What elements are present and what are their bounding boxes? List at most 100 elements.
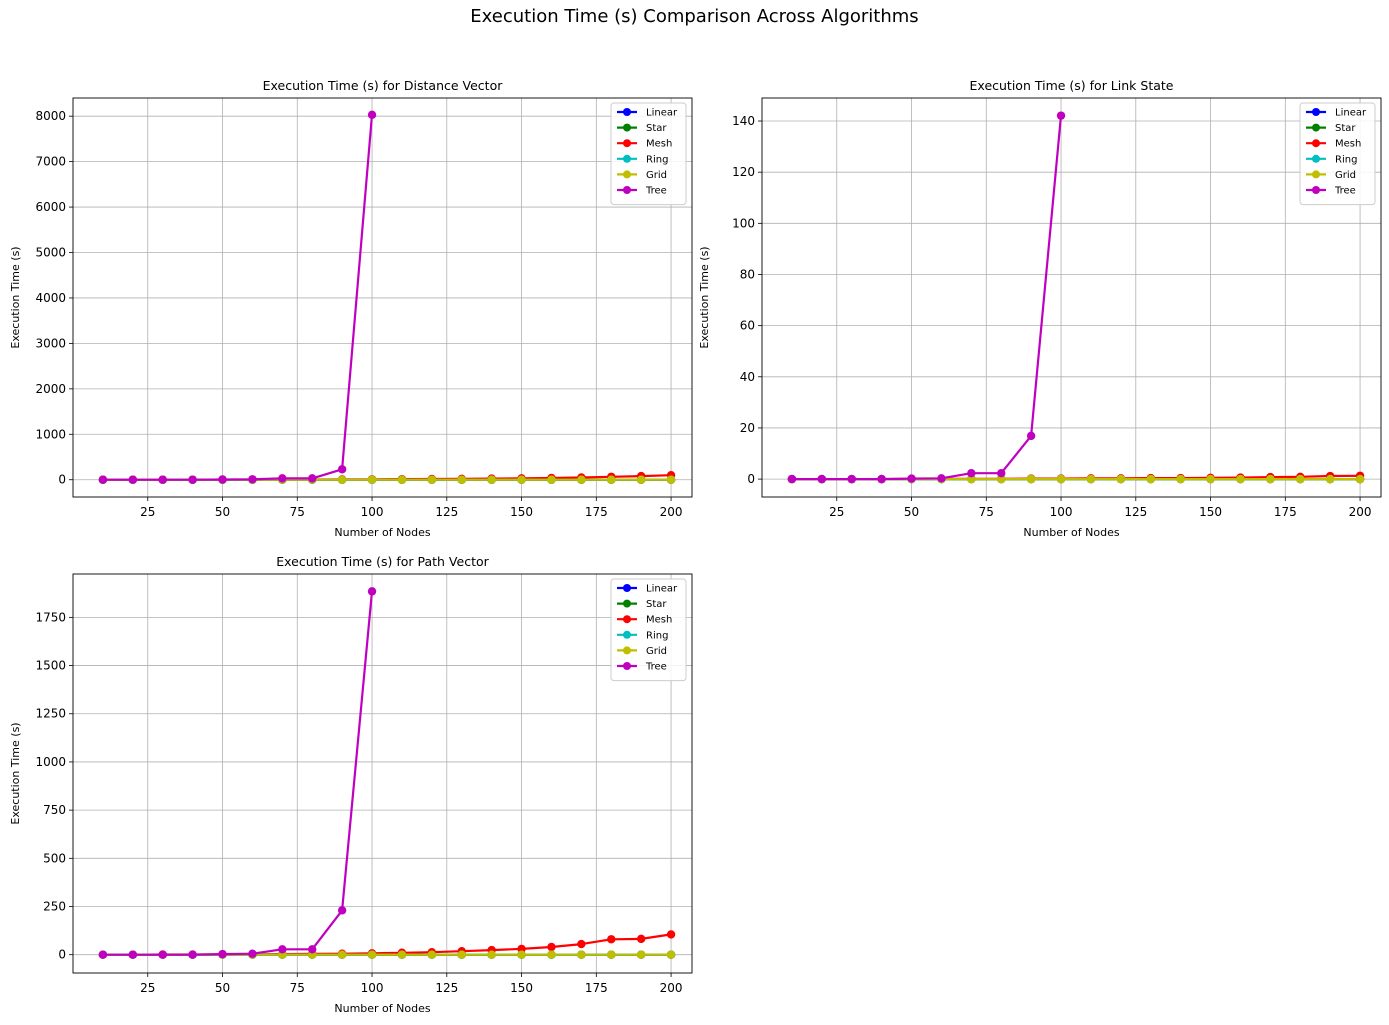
data-point — [547, 475, 556, 484]
legend-swatch-marker — [1312, 154, 1320, 163]
y-tick-label: 6000 — [35, 200, 66, 214]
legend-item-star: Star — [617, 123, 667, 134]
legend-item-grid: Grid — [617, 646, 667, 657]
data-point — [427, 950, 437, 959]
legend-swatch-marker — [1312, 123, 1320, 132]
legend-label: Grid — [646, 170, 667, 181]
legend-swatch-marker — [623, 662, 631, 670]
y-tick-label: 40 — [740, 370, 755, 384]
data-point — [457, 950, 466, 959]
data-point — [666, 475, 676, 484]
x-tick-label: 25 — [829, 505, 844, 519]
legend-label: Linear — [646, 108, 678, 119]
x-tick-label: 200 — [660, 981, 683, 995]
data-point — [367, 950, 377, 959]
y-tick-label: 80 — [740, 267, 755, 281]
legend-item-ring: Ring — [617, 154, 668, 165]
x-tick-label: 50 — [904, 505, 919, 519]
legend: Linear Star Mesh Ring Grid Tree — [610, 102, 687, 206]
data-point — [367, 475, 377, 484]
data-point — [427, 475, 437, 484]
data-point — [666, 930, 676, 939]
legend-label: Grid — [1335, 170, 1356, 181]
legend: Linear Star Mesh Ring Grid Tree — [1299, 102, 1376, 206]
data-point — [308, 474, 317, 483]
legend-label: Grid — [646, 646, 667, 657]
data-point — [937, 474, 946, 483]
data-point — [1325, 474, 1335, 484]
data-point — [397, 950, 407, 959]
data-point — [1116, 474, 1126, 484]
chart-title: Execution Time (s) for Distance Vector — [263, 78, 504, 93]
series-tree — [98, 110, 377, 484]
y-tick-label: 0 — [747, 472, 755, 486]
series-mesh — [787, 471, 1365, 484]
x-tick-label: 100 — [361, 981, 384, 995]
data-point — [98, 475, 108, 484]
y-tick-label: 1500 — [35, 659, 66, 673]
legend-label: Ring — [646, 630, 668, 641]
legend-label: Tree — [1334, 186, 1356, 197]
plot-frame — [761, 97, 1382, 498]
y-axis-label: Execution Time (s) — [9, 246, 22, 348]
legend-swatch-marker — [623, 584, 631, 592]
y-tick-label: 0 — [58, 948, 66, 962]
legend-item-mesh: Mesh — [1306, 139, 1361, 150]
data-point — [487, 950, 496, 959]
data-point — [787, 474, 797, 484]
data-point — [367, 587, 377, 596]
data-point — [577, 950, 586, 959]
data-point — [218, 949, 227, 959]
x-tick-label: 175 — [1274, 505, 1297, 519]
data-point — [997, 474, 1006, 484]
y-tick-label: 140 — [732, 114, 755, 128]
series-tree — [98, 587, 377, 959]
x-tick-label: 125 — [435, 981, 458, 995]
y-tick-label: 100 — [732, 216, 755, 230]
legend-label: Tree — [645, 186, 667, 197]
data-point — [278, 474, 287, 483]
legend-label: Mesh — [646, 615, 672, 626]
legend-swatch-marker — [1312, 186, 1320, 194]
legend-item-grid: Grid — [1306, 170, 1356, 181]
plot-frame — [72, 573, 693, 974]
y-tick-label: 750 — [43, 803, 66, 817]
data-point — [607, 935, 616, 944]
series-line — [102, 933, 672, 956]
chart-title: Execution Time (s) for Path Vector — [276, 554, 489, 569]
x-tick-label: 200 — [660, 505, 683, 519]
legend-swatch-marker — [1312, 108, 1320, 116]
legend-item-linear: Linear — [617, 108, 678, 119]
x-tick-label: 25 — [140, 505, 155, 519]
data-point — [1296, 474, 1305, 484]
legend-item-star: Star — [617, 599, 667, 610]
data-point — [517, 475, 526, 484]
series-line — [102, 114, 374, 481]
data-point — [1236, 474, 1245, 484]
x-tick-label: 150 — [510, 981, 533, 995]
x-tick-label: 100 — [361, 505, 384, 519]
legend-item-tree: Tree — [617, 662, 667, 673]
data-point — [877, 474, 886, 484]
y-axis-label: Execution Time (s) — [698, 246, 711, 348]
y-tick-label: 4000 — [35, 291, 66, 305]
legend-item-tree: Tree — [617, 186, 667, 197]
x-tick-label: 125 — [435, 505, 458, 519]
legend-label: Mesh — [1335, 139, 1361, 150]
chart-title: Execution Time (s) for Link State — [970, 78, 1174, 93]
x-tick-label: 125 — [1124, 505, 1147, 519]
legend-item-linear: Linear — [1306, 108, 1367, 119]
legend-swatch-marker — [623, 139, 631, 148]
data-point — [577, 939, 586, 949]
legend-swatch-marker — [1312, 139, 1320, 148]
legend-swatch-marker — [623, 646, 631, 655]
data-point — [248, 475, 257, 484]
legend-item-mesh: Mesh — [617, 139, 672, 150]
x-tick-label: 50 — [215, 505, 230, 519]
data-point — [847, 474, 856, 484]
data-point — [817, 474, 827, 484]
x-tick-label: 100 — [1050, 505, 1073, 519]
data-point — [308, 945, 317, 954]
legend-swatch-marker — [623, 154, 631, 163]
